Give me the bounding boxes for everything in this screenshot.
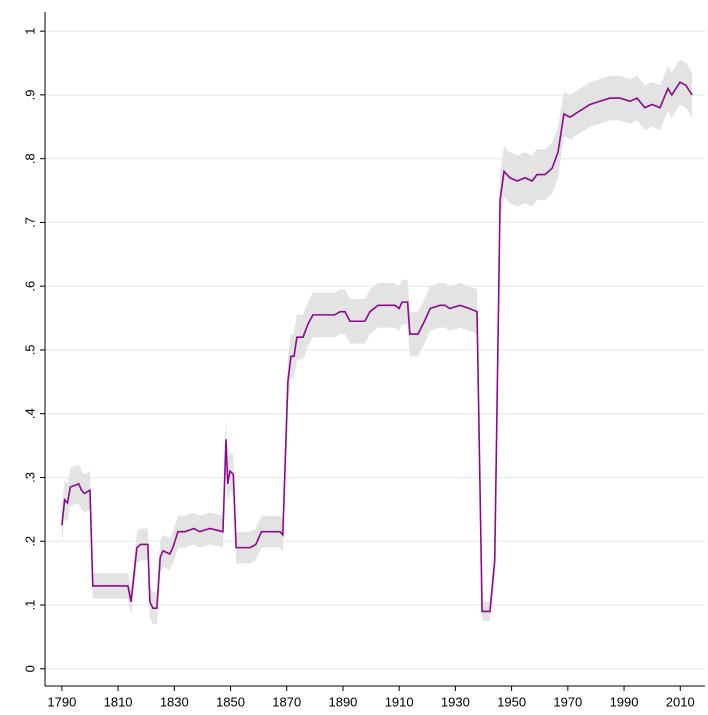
y-tick-label: 0 [22, 665, 37, 672]
x-tick-label: 1990 [610, 694, 639, 709]
x-tick-label: 1970 [553, 694, 582, 709]
y-tick-label: .3 [22, 472, 37, 483]
x-tick-label: 1910 [385, 694, 414, 709]
x-tick-label: 1870 [272, 694, 301, 709]
x-tick-label: 2010 [666, 694, 695, 709]
y-tick-label: .2 [22, 536, 37, 547]
x-tick-label: 1790 [47, 694, 76, 709]
x-tick-label: 1810 [104, 694, 133, 709]
y-tick-label: .6 [22, 281, 37, 292]
y-tick-label: 1 [22, 28, 37, 35]
y-tick-label: .4 [22, 408, 37, 419]
confidence-band [61, 59, 693, 625]
x-tick-label: 1850 [216, 694, 245, 709]
x-tick-label: 1950 [497, 694, 526, 709]
x-tick-label: 1890 [328, 694, 357, 709]
y-tick-label: .8 [22, 153, 37, 164]
y-tick-label: .1 [22, 600, 37, 611]
x-tick-label: 1930 [441, 694, 470, 709]
y-tick-label: .7 [22, 217, 37, 228]
line [61, 81, 693, 613]
y-tick-label: .5 [22, 345, 37, 356]
x-tick-label: 1830 [160, 694, 189, 709]
y-tick-label: .9 [22, 89, 37, 100]
